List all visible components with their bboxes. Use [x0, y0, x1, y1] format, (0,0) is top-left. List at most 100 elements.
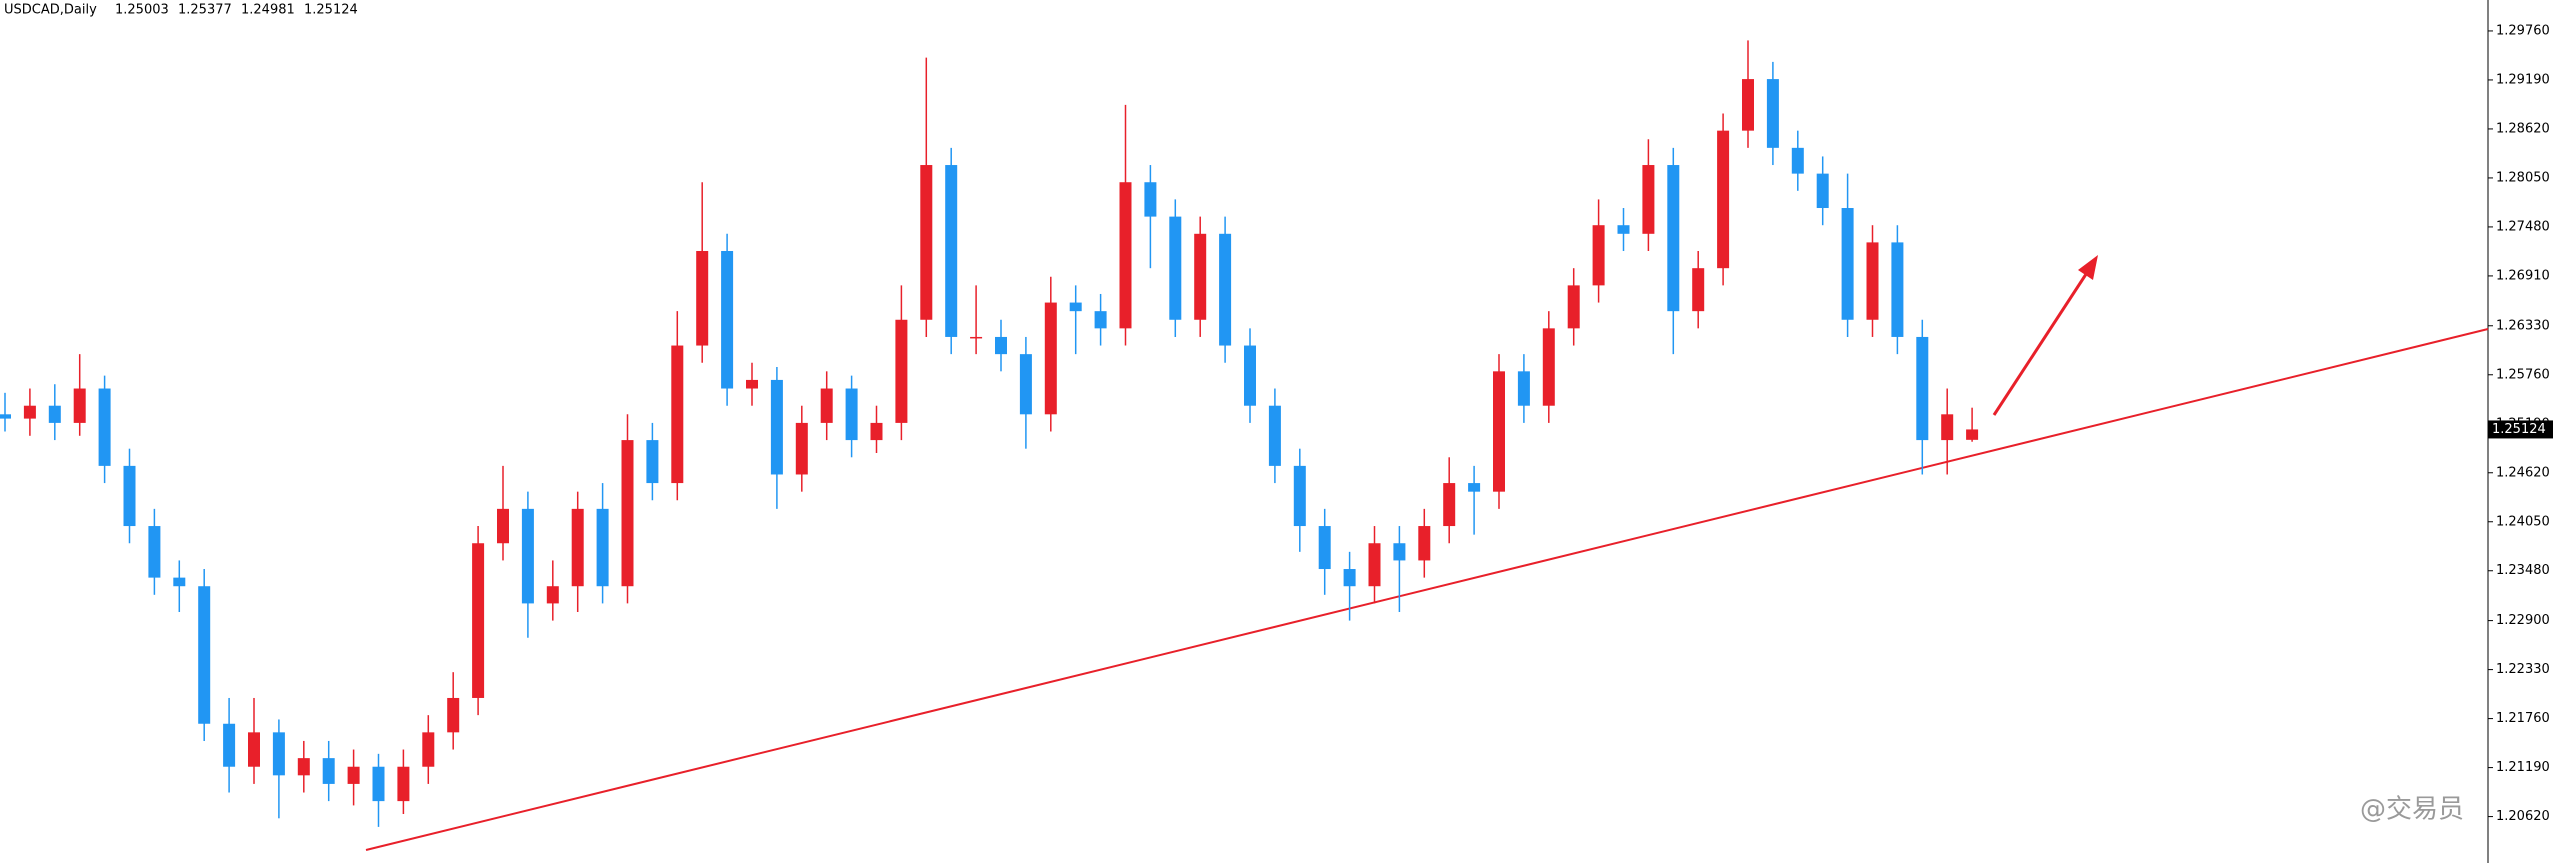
- candle-body: [23, 405, 36, 419]
- ohlc-open: 1.25003: [115, 3, 169, 18]
- candle-body: [995, 336, 1007, 355]
- y-tick-label: 1.20620: [2496, 809, 2550, 824]
- candle-body: [148, 526, 161, 578]
- candle-body: [123, 465, 136, 527]
- ohlc-close: 1.25124: [304, 3, 358, 18]
- candle-body: [1567, 285, 1580, 329]
- candle-body: [646, 440, 659, 484]
- candle-body: [1742, 79, 1754, 131]
- y-tick-label: 1.25760: [2496, 367, 2550, 382]
- candle-body: [1393, 543, 1406, 561]
- candle-body: [1443, 483, 1456, 527]
- candle-body: [1169, 216, 1182, 320]
- candle-body: [621, 440, 634, 587]
- candle-body: [1966, 429, 1979, 440]
- candle-body: [0, 414, 11, 419]
- candle-body: [1941, 414, 1954, 441]
- candle-body: [1268, 405, 1281, 466]
- current-price-label: 1.25124: [2492, 422, 2546, 437]
- candle-body: [1642, 165, 1655, 234]
- candle-body: [297, 758, 310, 776]
- y-tick-label: 1.26910: [2496, 268, 2550, 283]
- candle-body: [1542, 328, 1555, 406]
- candle-body: [1891, 242, 1904, 337]
- y-tick-label: 1.24050: [2496, 514, 2550, 529]
- y-tick-label: 1.21760: [2496, 711, 2550, 726]
- candle-body: [870, 422, 883, 441]
- candle-body: [1368, 543, 1381, 587]
- candle-body: [1019, 354, 1032, 415]
- candle-body: [1094, 311, 1107, 329]
- candle-body: [497, 508, 509, 544]
- candle-body: [1866, 242, 1879, 320]
- ohlc-high: 1.25377: [178, 3, 232, 18]
- y-tick-label: 1.29190: [2496, 72, 2550, 87]
- candle-body: [671, 345, 684, 484]
- candle-body: [1194, 233, 1207, 320]
- candle-body: [173, 577, 186, 587]
- candle-body: [746, 379, 758, 389]
- candle-body: [1293, 465, 1306, 527]
- candle-body: [1667, 165, 1680, 312]
- y-tick-label: 1.27480: [2496, 219, 2550, 234]
- arrow: [1992, 255, 2098, 416]
- candle-body: [920, 165, 933, 320]
- current-price-box: [2488, 420, 2553, 439]
- candle-body: [73, 388, 86, 423]
- candle-body: [48, 405, 61, 423]
- candle-body: [347, 766, 360, 784]
- candle-body: [1916, 336, 1929, 441]
- candle-body: [1318, 526, 1331, 570]
- candle-body: [98, 388, 111, 466]
- candle-body: [521, 508, 534, 604]
- ohlc-low: 1.24981: [241, 3, 295, 18]
- candle-body: [1343, 569, 1356, 587]
- candle-body: [571, 508, 584, 587]
- candle-body: [1219, 233, 1232, 346]
- y-tick-label: 1.23480: [2496, 563, 2550, 578]
- watermark: @交易员: [2360, 795, 2464, 825]
- candle-body: [1044, 302, 1057, 415]
- candle-body: [1592, 225, 1605, 286]
- candle-body: [1244, 345, 1256, 406]
- trend-line: [365, 328, 2489, 851]
- candle-body: [1617, 225, 1630, 234]
- candle-body: [248, 732, 260, 767]
- candle-body: [1692, 268, 1705, 312]
- y-tick-label: 1.26330: [2496, 318, 2550, 333]
- candle-body: [1418, 526, 1431, 561]
- chart-title: USDCAD,Daily: [4, 3, 97, 18]
- candle-body: [1791, 147, 1804, 174]
- y-tick-label: 1.21190: [2496, 760, 2550, 775]
- candle-body: [1119, 182, 1132, 329]
- candle-body: [1717, 130, 1730, 269]
- candle-body: [372, 766, 385, 802]
- candle-body: [447, 697, 460, 733]
- candle-body: [696, 250, 709, 346]
- candle-body: [322, 758, 335, 784]
- candle-body: [1517, 371, 1530, 406]
- candle-body: [845, 388, 858, 441]
- candle-body: [770, 379, 783, 475]
- y-tick-label: 1.22900: [2496, 613, 2550, 628]
- candle-body: [1766, 79, 1779, 148]
- candle-body: [397, 766, 410, 802]
- candle-body: [970, 336, 983, 339]
- candle-body: [546, 586, 559, 604]
- candle-body: [895, 319, 908, 423]
- candle-body: [1493, 371, 1505, 492]
- candle-body: [223, 723, 236, 767]
- candle-body: [272, 732, 285, 776]
- candle-body: [596, 508, 609, 587]
- candle-body: [472, 543, 485, 698]
- candle-body: [945, 165, 958, 337]
- y-tick-label: 1.29760: [2496, 23, 2550, 38]
- y-tick-label: 1.22330: [2496, 662, 2550, 677]
- candle-body: [1841, 208, 1854, 320]
- candle-body: [721, 250, 734, 389]
- candle-body: [1144, 182, 1157, 217]
- candle-body: [198, 586, 211, 724]
- candle-body: [820, 388, 833, 423]
- candle-body: [1069, 302, 1082, 312]
